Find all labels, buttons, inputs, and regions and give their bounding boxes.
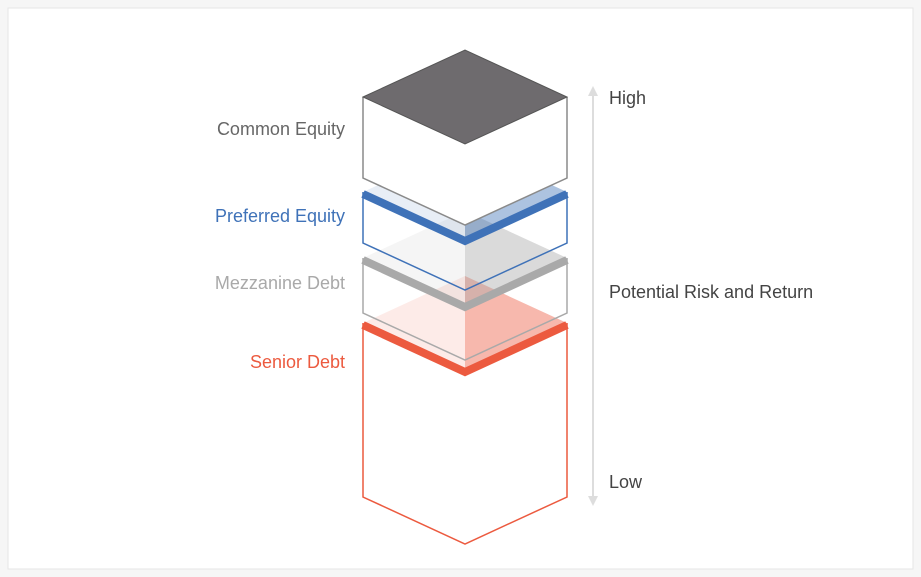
layer-top: [361, 49, 569, 145]
layer-outline: [362, 258, 568, 361]
layer-band: [361, 321, 569, 377]
layer-outline: [362, 97, 568, 226]
layer: [361, 49, 569, 226]
layer-label: Preferred Equity: [215, 206, 345, 226]
axis-high: High: [609, 88, 646, 108]
layer-band: [361, 256, 569, 312]
layer-band: [361, 190, 569, 246]
arrow-head-down: [588, 496, 598, 506]
layer-label: Senior Debt: [250, 352, 345, 372]
layer-top-shade: [465, 211, 567, 305]
layer: [361, 211, 569, 361]
arrow-head-up: [588, 86, 598, 96]
layer-outline: [362, 192, 568, 291]
stack: [361, 49, 569, 545]
layer-label: Mezzanine Debt: [215, 273, 345, 293]
axis-low: Low: [609, 472, 643, 492]
layer: [361, 276, 569, 545]
layer-outline: [362, 323, 568, 545]
axis-title: Potential Risk and Return: [609, 282, 813, 302]
layer-label: Common Equity: [217, 119, 345, 139]
